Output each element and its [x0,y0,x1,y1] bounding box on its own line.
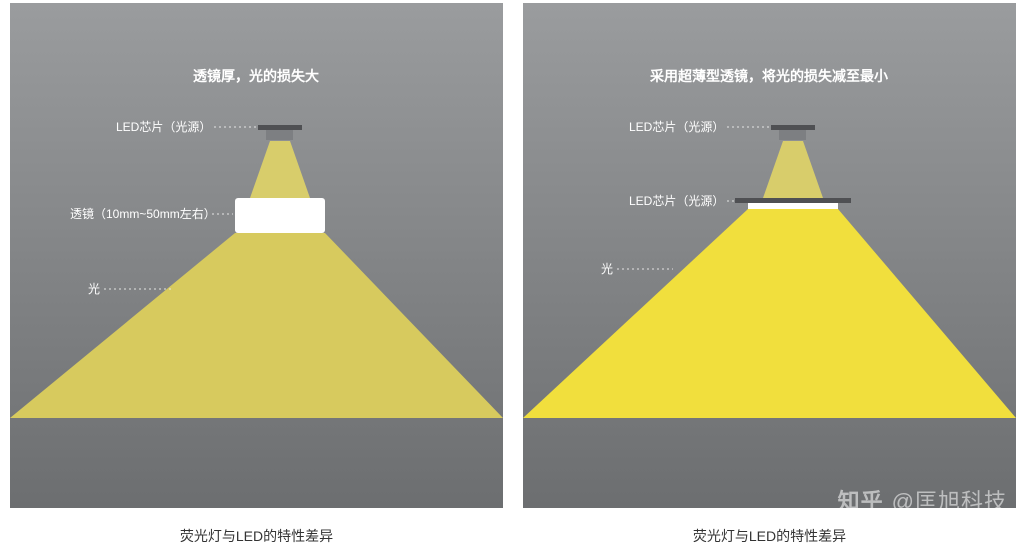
right-chip-bar [771,125,815,130]
right-panel: 采用超薄型透镜，将光的损失减至最小 LED芯片（光源） LED芯片（光源） 光 [523,3,1016,508]
right-title: 采用超薄型透镜，将光的损失减至最小 [649,68,888,84]
left-chip-bar [258,125,302,130]
left-panel: 透镜厚，光的损失大 LED芯片（光源） 透镜（10mm~50mm左右） 光 [10,3,503,508]
right-label-chip: LED芯片（光源） [629,120,724,134]
left-label-lens: 透镜（10mm~50mm左右） [70,206,216,221]
left-title: 透镜厚，光的损失大 [193,68,319,84]
right-thin-lens-body [748,203,838,209]
right-diagram-svg: 采用超薄型透镜，将光的损失减至最小 LED芯片（光源） LED芯片（光源） 光 [523,3,1016,508]
left-label-light: 光 [88,282,100,296]
left-caption: 荧光灯与LED的特性差异 [10,526,503,546]
right-thin-lens-bar [735,198,851,203]
right-label-light: 光 [601,262,613,276]
panels-row: 透镜厚，光的损失大 LED芯片（光源） 透镜（10mm~50mm左右） 光 [0,0,1027,508]
left-label-chip: LED芯片（光源） [116,120,211,134]
caption-row: 荧光灯与LED的特性差异 荧光灯与LED的特性差异 [0,526,1027,546]
right-label-lens: LED芯片（光源） [629,194,724,208]
left-diagram-svg: 透镜厚，光的损失大 LED芯片（光源） 透镜（10mm~50mm左右） 光 [10,3,503,508]
right-caption: 荧光灯与LED的特性差异 [523,526,1016,546]
right-chip-body [779,130,806,140]
left-chip-body [266,130,293,140]
left-lens [235,198,325,233]
